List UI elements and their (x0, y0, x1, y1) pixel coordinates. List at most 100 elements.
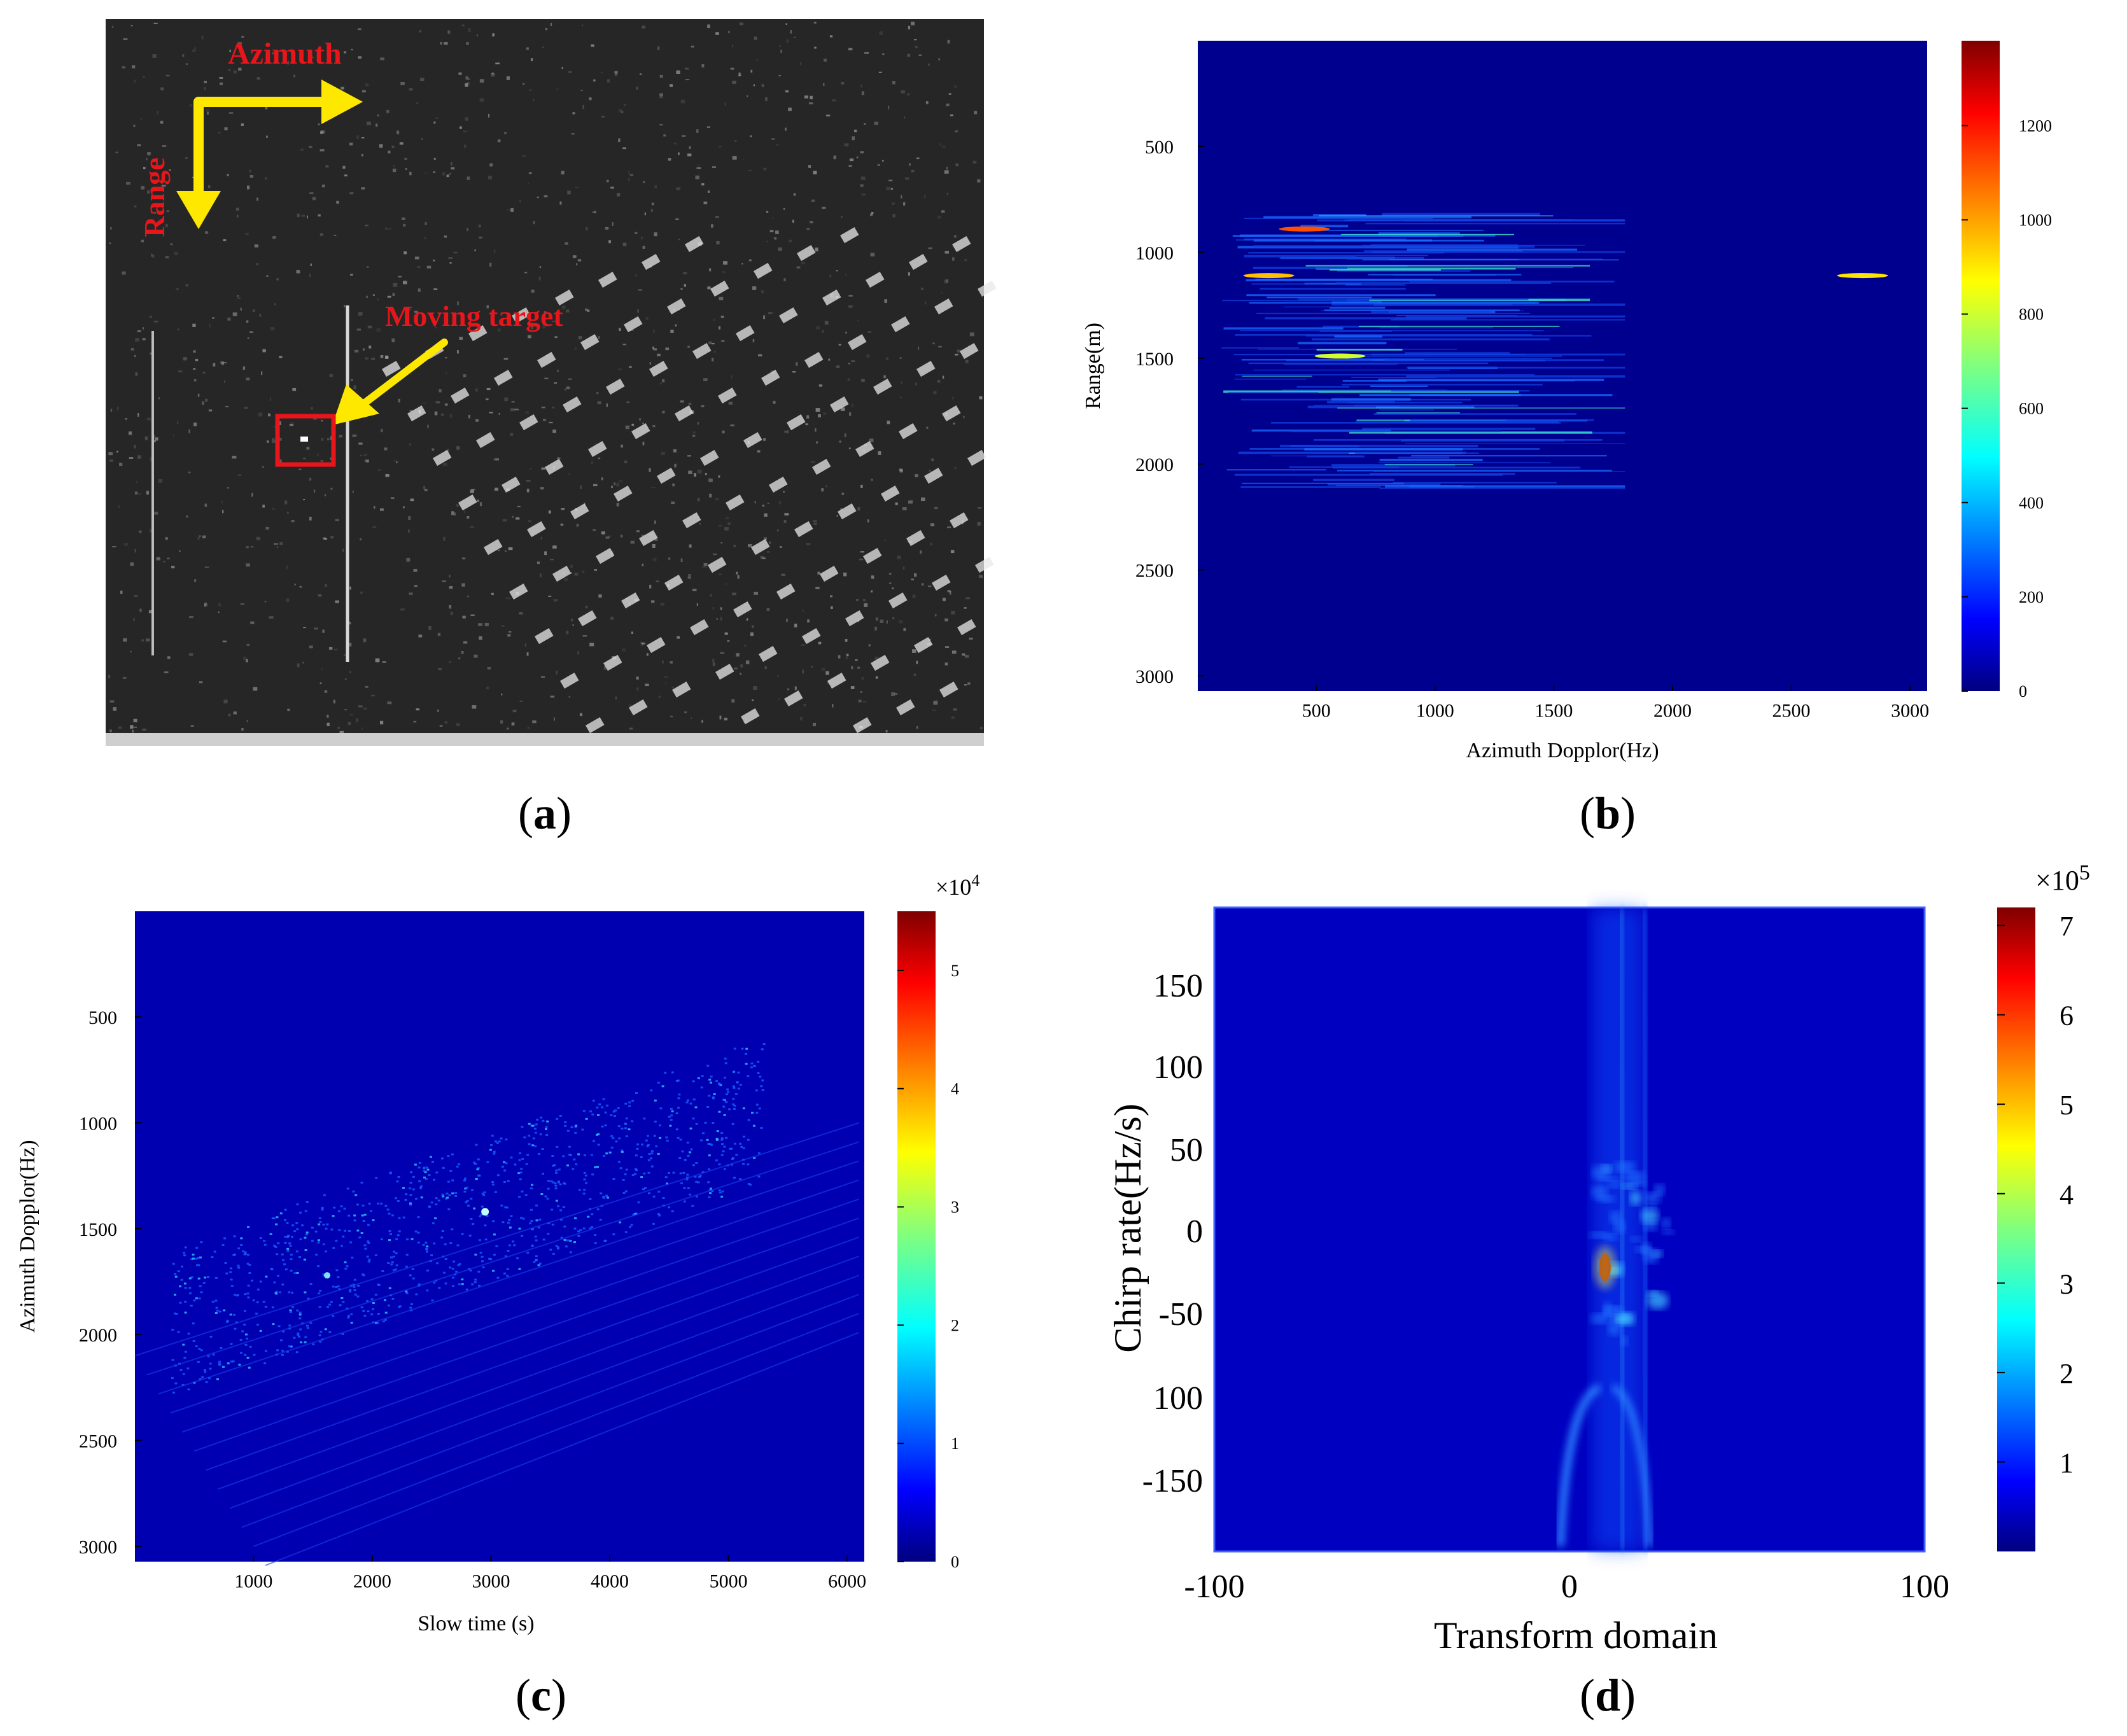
sar-speckle (142, 729, 146, 731)
energy-speckle (672, 1172, 675, 1174)
energy-speckle (383, 1320, 385, 1322)
energy-speckle (251, 1279, 253, 1282)
energy-speckle (528, 1135, 531, 1137)
sar-speckle (612, 222, 614, 226)
sar-speckle (279, 459, 282, 463)
sar-speckle (333, 234, 337, 236)
energy-speckle (761, 1048, 764, 1051)
energy-speckle (174, 1294, 176, 1296)
sar-speckle (734, 140, 737, 142)
sar-speckle (491, 73, 495, 77)
energy-speckle (572, 1168, 575, 1170)
sar-speckle (894, 692, 898, 695)
sar-speckle (601, 115, 605, 118)
sar-speckle (942, 375, 944, 379)
sar-speckle (453, 251, 458, 254)
sar-speckle (237, 474, 242, 476)
sar-speckle (670, 330, 674, 333)
sar-building (493, 370, 513, 386)
sar-speckle (855, 659, 858, 661)
hot-spot (1243, 273, 1295, 279)
energy-speckle (679, 1172, 682, 1175)
sar-building (967, 450, 986, 466)
sar-speckle (752, 699, 754, 701)
sar-speckle (235, 207, 239, 211)
energy-speckle (525, 1163, 528, 1165)
sar-speckle (870, 253, 875, 256)
energy-speckle (550, 1180, 553, 1182)
energy-speckle (418, 1180, 421, 1182)
sar-speckle (808, 165, 811, 168)
sar-speckle (822, 206, 826, 209)
energy-speckle (687, 1154, 690, 1157)
sar-speckle (195, 358, 199, 361)
energy-speckle (708, 1196, 711, 1198)
sar-speckle (141, 186, 145, 190)
sar-speckle (832, 99, 836, 102)
energy-speckle (282, 1330, 285, 1333)
energy-speckle (234, 1327, 237, 1330)
energy-speckle (216, 1378, 219, 1380)
energy-speckle (735, 1154, 738, 1156)
energy-speckle (520, 1168, 523, 1170)
energy-speckle (740, 1145, 743, 1148)
energy-speckle (183, 1357, 186, 1359)
sar-speckle (947, 590, 951, 592)
energy-speckle (284, 1242, 287, 1244)
energy-speckle (270, 1268, 274, 1271)
sar-speckle (130, 725, 134, 729)
sar-building (741, 708, 760, 725)
energy-speckle (304, 1210, 307, 1212)
energy-speckle (732, 1098, 735, 1100)
sar-speckle (911, 578, 914, 580)
exponent-c-power: 4 (971, 871, 979, 890)
energy-speckle (752, 1124, 755, 1127)
energy-speckle (624, 1173, 627, 1175)
energy-speckle (463, 1191, 467, 1193)
sar-speckle (379, 144, 383, 148)
energy-speckle (375, 1177, 378, 1179)
sar-speckle (891, 692, 895, 696)
sar-speckle (232, 312, 237, 316)
sar-speckle (344, 305, 346, 307)
sar-speckle (478, 225, 481, 228)
energy-speckle (468, 1235, 472, 1237)
sar-speckle (153, 212, 156, 214)
sar-speckle (572, 255, 577, 258)
y-tick-label: 1500 (79, 1219, 117, 1240)
energy-speckle (569, 1251, 572, 1254)
sar-speckle (719, 573, 722, 575)
sar-speckle (752, 339, 755, 342)
sar-speckle (596, 392, 599, 395)
sar-speckle (724, 527, 729, 531)
sar-speckle (268, 413, 270, 417)
energy-speckle (621, 1127, 624, 1130)
sar-speckle (640, 73, 642, 75)
energy-speckle (218, 1362, 221, 1365)
sar-speckle (642, 25, 646, 29)
energy-speckle (604, 1124, 607, 1126)
sar-speckle (119, 463, 123, 466)
sar-speckle (963, 416, 965, 419)
sar-speckle (875, 676, 878, 679)
energy-speckle (505, 1138, 508, 1141)
energy-speckle (306, 1327, 309, 1329)
sar-speckle (249, 175, 254, 178)
energy-speckle (440, 1236, 444, 1239)
caption-c-letter: c (531, 1670, 551, 1721)
energy-speckle (286, 1250, 290, 1252)
sar-speckle (192, 323, 196, 327)
sar-speckle (675, 324, 677, 327)
energy-speckle (686, 1173, 689, 1176)
sar-speckle (802, 610, 804, 612)
sar-speckle (300, 148, 304, 151)
sar-building (623, 316, 643, 333)
energy-speckle (480, 1214, 483, 1216)
energy-speckle (195, 1247, 199, 1249)
sar-speckle (680, 400, 684, 403)
sar-speckle (542, 325, 546, 329)
energy-speckle (311, 1240, 314, 1242)
sar-speckle (356, 718, 358, 722)
sar-speckle (130, 348, 134, 351)
energy-speckle (419, 1185, 423, 1187)
